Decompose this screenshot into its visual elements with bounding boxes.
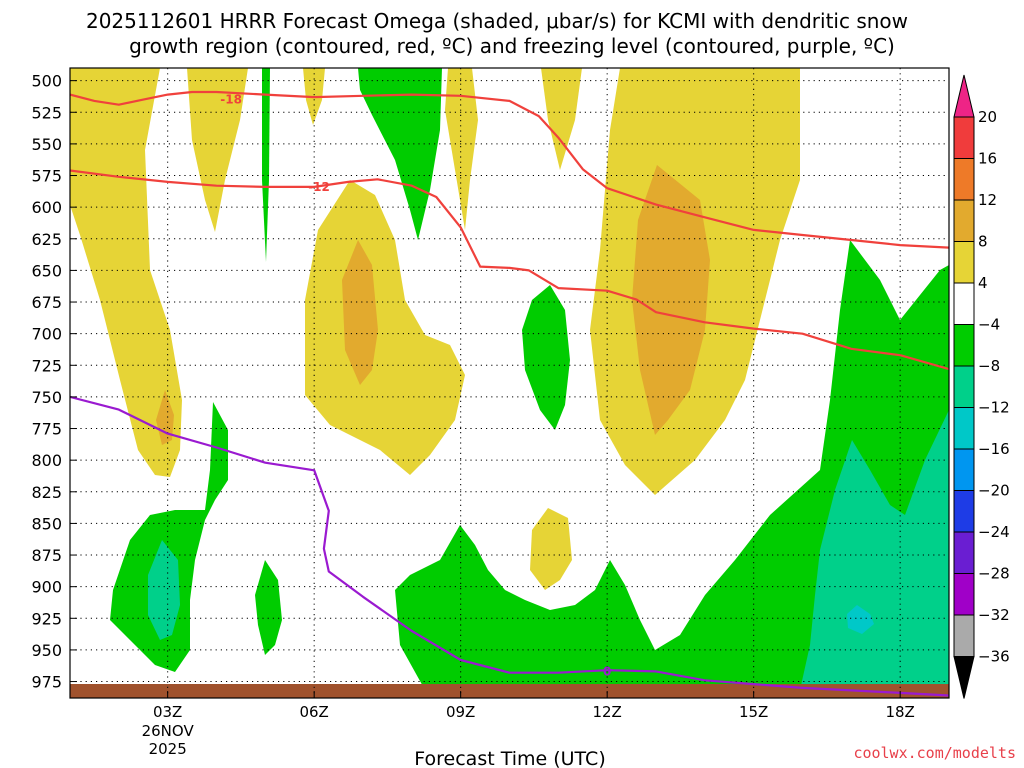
y-tick-label: 900 [31, 578, 62, 597]
y-axis: 500 525 550 575 600 625 650 675 700 725 750 775 800 8… [31, 72, 77, 692]
colorbar-label: −16 [978, 440, 1010, 458]
credit-link[interactable]: coolwx.com/modelts [853, 744, 1016, 762]
omega-shading [70, 68, 949, 690]
y-tick-label: 625 [31, 230, 62, 249]
x-tick-label: 18Z [885, 703, 914, 721]
omega-region-positive-top-c [445, 68, 478, 230]
y-tick-label: 750 [31, 388, 62, 407]
y-tick-label: 600 [31, 198, 62, 217]
y-tick-label: 975 [31, 673, 62, 692]
y-tick-label: 800 [31, 451, 62, 470]
colorbar-label: −28 [978, 565, 1010, 583]
colorbar-swatch [953, 324, 975, 367]
grid-lines [70, 68, 949, 698]
omega-region-strong-negative-left [148, 540, 180, 640]
omega-region-positive-mid [305, 180, 465, 475]
contour-lines: -18 -12 0 [70, 90, 949, 697]
colorbar-swatch [953, 448, 975, 491]
colorbar-swatch [953, 531, 975, 574]
omega-region-positive-low [530, 508, 572, 590]
colorbar-swatch [953, 282, 975, 325]
y-tick-label: 700 [31, 325, 62, 344]
dgz-contour-2 [70, 169, 949, 371]
colorbar-swatch [953, 241, 975, 284]
y-tick-label: 675 [31, 293, 62, 312]
colorbar-swatch [953, 158, 975, 201]
x-tick-label: 03Z [153, 703, 182, 721]
y-tick-label: 725 [31, 356, 62, 375]
colorbar-label: −20 [978, 482, 1010, 500]
omega-region-negative-small [255, 560, 282, 655]
colorbar-swatch [953, 116, 975, 159]
omega-region-positive-top-a [187, 68, 248, 232]
x-year-label: 2025 [149, 740, 187, 758]
dgz-contour-1 [70, 90, 949, 249]
y-tick-label: 550 [31, 135, 62, 154]
colorbar-label: 8 [978, 233, 988, 251]
omega-region-positive-left [70, 68, 182, 477]
y-tick-label: 825 [31, 483, 62, 502]
omega-region-negative-top [358, 68, 442, 240]
colorbar-label: 4 [978, 274, 988, 292]
ground-terrain [70, 684, 949, 698]
freezing-level-contour-label: 0 [603, 664, 611, 678]
omega-region-negative-mid [522, 285, 570, 430]
colorbar-swatch [953, 407, 975, 450]
x-axis-label: Forecast Time (UTC) [414, 748, 605, 768]
dgz-contour-2-label: -12 [308, 180, 330, 194]
chart-title-line-1: 2025112601 HRRR Forecast Omega (shaded, … [86, 9, 908, 33]
y-tick-label: 850 [31, 514, 62, 533]
y-tick-label: 925 [31, 609, 62, 628]
colorbar-label: 20 [978, 108, 997, 126]
omega-region-negative-lower [395, 240, 949, 690]
colorbar-top-arrow [953, 74, 975, 118]
x-tick-label: 15Z [739, 703, 768, 721]
x-tick-label: 12Z [592, 703, 621, 721]
colorbar-bottom-arrow [953, 656, 975, 699]
y-tick-label: 500 [31, 72, 62, 91]
colorbar-label: −36 [978, 648, 1010, 666]
colorbar-label: −8 [978, 357, 1000, 375]
y-tick-label: 575 [31, 167, 62, 186]
colorbar-swatch [953, 614, 975, 657]
colorbar-swatch [953, 365, 975, 408]
x-date-label: 26NOV [142, 722, 195, 740]
y-tick-label: 650 [31, 261, 62, 280]
freezing-level-contour [70, 395, 949, 697]
omega-core-mid [342, 240, 378, 385]
plot-area: -18 -12 0 [70, 68, 949, 698]
colorbar: 20 16 12 8 4 −4 −8 −12 −16 −20 −24 −28 −32 −36 [953, 74, 1010, 699]
colorbar-label: 16 [978, 150, 997, 168]
omega-region-negative-lower-left [110, 402, 228, 672]
omega-core-strong-negative [847, 605, 874, 634]
y-tick-label: 775 [31, 420, 62, 439]
colorbar-swatch [953, 199, 975, 242]
x-tick-label: 06Z [299, 703, 328, 721]
dgz-contour-1-label: -18 [220, 93, 242, 107]
y-tick-label: 950 [31, 641, 62, 660]
colorbar-swatch [953, 573, 975, 616]
colorbar-label: −12 [978, 399, 1010, 417]
omega-region-positive-top-d [541, 68, 582, 170]
chart-title-line-2: growth region (contoured, red, ºC) and f… [129, 34, 895, 58]
x-tick-label: 09Z [446, 703, 475, 721]
y-tick-label: 875 [31, 546, 62, 565]
colorbar-label: −4 [978, 316, 1000, 334]
colorbar-label: −32 [978, 606, 1010, 624]
omega-core-right [632, 165, 710, 435]
omega-region-negative-strip [262, 68, 270, 262]
colorbar-label: −24 [978, 523, 1010, 541]
omega-region-strong-negative-right [800, 410, 949, 690]
y-tick-label: 525 [31, 103, 62, 122]
colorbar-label: 12 [978, 191, 997, 209]
plot-border [69, 67, 950, 699]
colorbar-swatch [953, 490, 975, 533]
